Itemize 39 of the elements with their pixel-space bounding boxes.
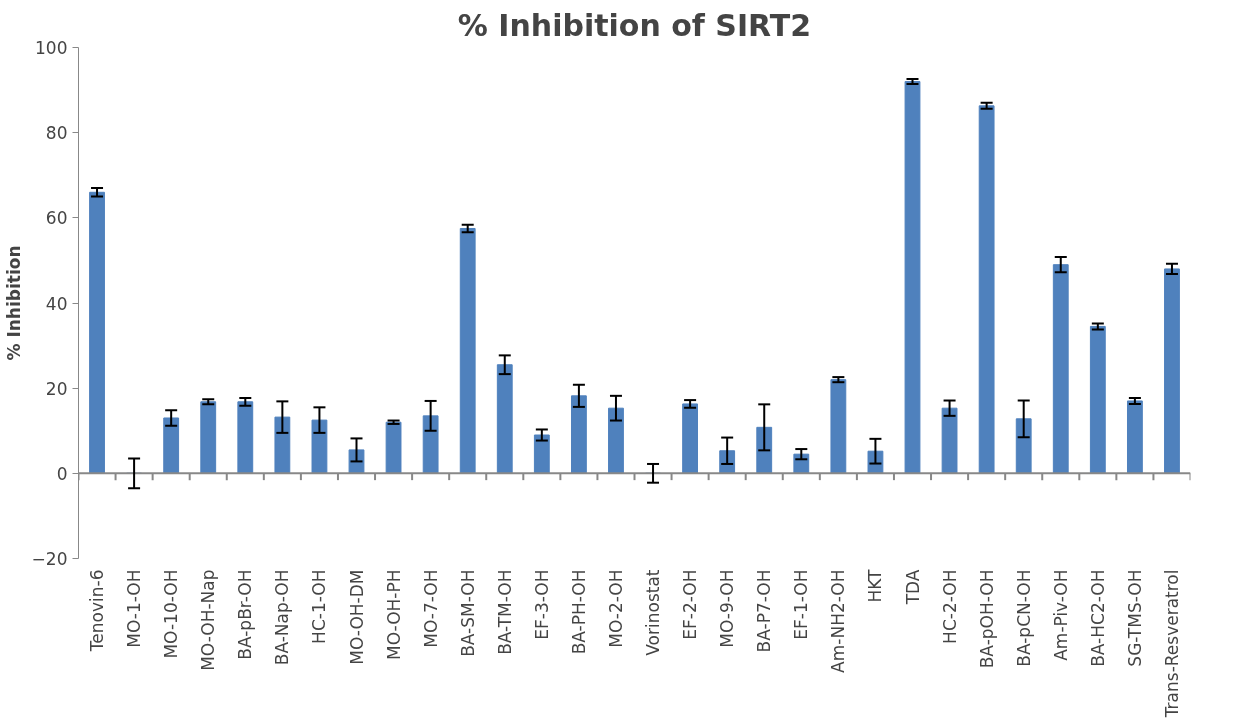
y-axis-title: % Inhibition: [3, 245, 24, 361]
x-tick-label: BA-pBr-OH: [235, 569, 256, 660]
y-tick-label: 0: [56, 463, 68, 484]
y-tick-label: 40: [45, 293, 68, 314]
x-tick-label: HC-1-OH: [309, 569, 330, 644]
x-tick-label: BA-P7-OH: [754, 569, 775, 653]
x-tick-label: Am-Piv-OH: [1050, 569, 1071, 661]
x-tick-label: Am-NH2-OH: [828, 569, 849, 673]
chart-title: % Inhibition of SIRT2: [457, 7, 812, 43]
x-tick-label: MO-7-OH: [420, 569, 441, 648]
x-tick-label: MO-OH-PH: [383, 569, 404, 660]
y-tick-label: 80: [45, 123, 68, 144]
x-tick-label: BA-TM-OH: [494, 569, 515, 655]
x-tick-label: Vorinostat: [643, 569, 664, 656]
x-tick-label: EF-3-OH: [531, 569, 552, 640]
y-tick-label: 20: [45, 378, 68, 399]
x-tick-label: BA-pOH-OH: [976, 569, 997, 669]
x-tick-label: EF-1-OH: [791, 569, 812, 640]
x-tick-label: MO-9-OH: [717, 569, 738, 648]
x-tick-label: BA-PH-OH: [568, 569, 589, 655]
y-tick-label: 100: [35, 38, 68, 58]
y-tick-label: 60: [45, 208, 68, 229]
y-tick-label: −20: [31, 549, 68, 569]
x-tick-label: BA-SM-OH: [457, 569, 478, 657]
x-tick-label: SG-TMS-OH: [1124, 569, 1145, 667]
x-tick-label: BA-HC2-OH: [1087, 569, 1108, 667]
x-tick-label: MO-OH-DM: [346, 569, 367, 665]
x-tick-label: MO-10-OH: [161, 569, 182, 659]
x-tick-label: HC-2-OH: [939, 569, 960, 644]
x-tick-label: TDA: [902, 569, 923, 606]
x-tick-label: MO-OH-Nap: [198, 569, 219, 671]
x-tick-label: HKT: [865, 568, 886, 603]
x-tick-label: BA-Nap-OH: [272, 569, 293, 666]
x-tick-label: MO-2-OH: [605, 569, 626, 648]
x-tick-label: EF-2-OH: [680, 569, 701, 640]
x-tick-label: BA-pCN-OH: [1013, 569, 1034, 667]
x-tick-label: Trans-Resveratrol: [1161, 569, 1182, 719]
x-tick-label: Tenovin-6: [87, 569, 108, 653]
x-tick-label: MO-1-OH: [124, 569, 145, 648]
